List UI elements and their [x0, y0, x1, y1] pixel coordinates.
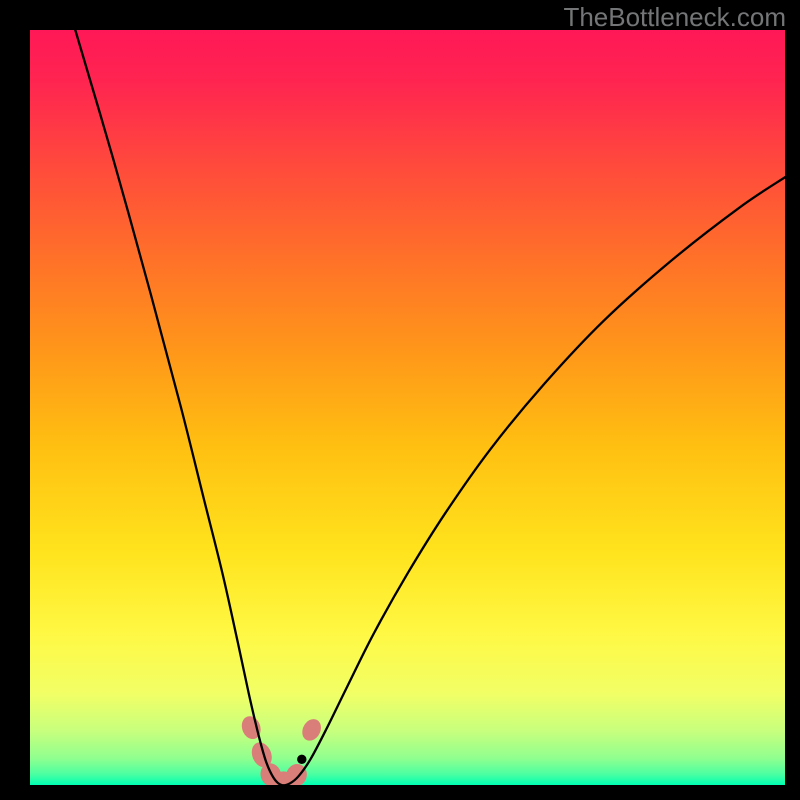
gradient-background	[30, 30, 785, 785]
watermark-text: TheBottleneck.com	[563, 2, 786, 33]
black-dot-marker	[297, 755, 306, 764]
plot-area	[30, 30, 785, 785]
chart-svg	[30, 30, 785, 785]
